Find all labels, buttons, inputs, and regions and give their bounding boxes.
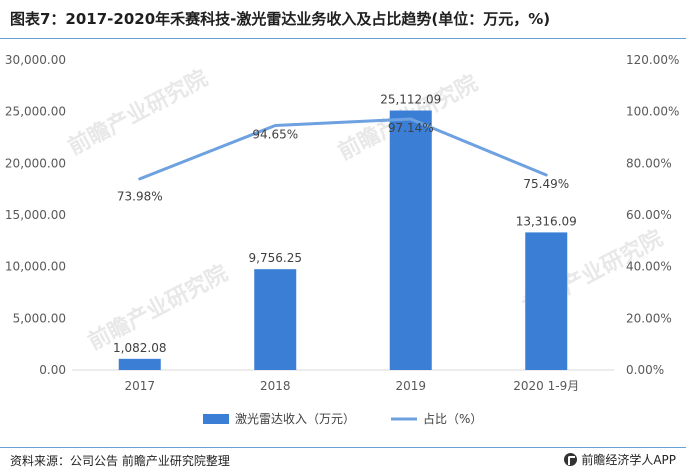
bar-value-label: 25,112.09 bbox=[380, 93, 441, 107]
y-right-tick-label: 120.00% bbox=[626, 53, 679, 67]
bar bbox=[389, 110, 432, 371]
footer-divider bbox=[0, 447, 686, 448]
bar-value-label: 1,082.08 bbox=[113, 341, 166, 355]
y-right-tick-label: 20.00% bbox=[626, 311, 672, 325]
legend-line-label: 占比（%） bbox=[423, 411, 482, 426]
y-left-tick-label: 10,000.00 bbox=[5, 260, 66, 274]
y-left-tick-label: 0.00 bbox=[39, 363, 66, 377]
bar bbox=[525, 232, 568, 370]
y-left-tick-label: 5,000.00 bbox=[13, 311, 66, 325]
y-left-tick-label: 30,000.00 bbox=[5, 53, 66, 67]
line-value-label: 75.49% bbox=[523, 177, 569, 191]
y-right-tick-label: 60.00% bbox=[626, 208, 672, 222]
y-left-tick-label: 25,000.00 bbox=[5, 105, 66, 119]
y-right-tick-label: 80.00% bbox=[626, 156, 672, 170]
y-left-tick-label: 20,000.00 bbox=[5, 156, 66, 170]
bar bbox=[118, 358, 161, 370]
brand-name: 前瞻经济学人APP bbox=[581, 453, 676, 467]
x-tick-label: 2018 bbox=[260, 379, 291, 393]
x-tick-label: 2017 bbox=[124, 379, 155, 393]
line-value-label: 97.14% bbox=[388, 121, 434, 135]
y-right-tick-label: 0.00% bbox=[626, 363, 664, 377]
y-right-tick-label: 100.00% bbox=[626, 105, 679, 119]
line-value-label: 94.65% bbox=[252, 127, 298, 141]
title-divider bbox=[0, 38, 686, 39]
bar bbox=[254, 269, 297, 370]
y-left-tick-label: 15,000.00 bbox=[5, 208, 66, 222]
chart-title: 图表7：2017-2020年禾赛科技-激光雷达业务收入及占比趋势(单位：万元，%… bbox=[10, 10, 551, 28]
line-series bbox=[138, 117, 548, 181]
brand-logo-icon bbox=[564, 453, 578, 466]
line-value-label: 73.98% bbox=[117, 190, 163, 204]
combo-chart: 0.00 5,000.00 10,000.00 15,000.00 20,000.00 2… bbox=[5, 53, 679, 426]
legend-bar-swatch bbox=[203, 414, 229, 424]
brand: 前瞻经济学人APP bbox=[564, 451, 676, 468]
y-right-tick-label: 40.00% bbox=[626, 260, 672, 274]
bar-value-label: 9,756.25 bbox=[249, 251, 302, 265]
legend-bar-label: 激光雷达收入（万元） bbox=[235, 412, 355, 426]
bar-value-label: 13,316.09 bbox=[516, 214, 577, 228]
x-tick-label: 2019 bbox=[395, 379, 426, 393]
source-note: 资料来源：公司公告 前瞻产业研究院整理 bbox=[10, 454, 230, 468]
x-tick-label: 2020 1-9月 bbox=[513, 379, 579, 393]
